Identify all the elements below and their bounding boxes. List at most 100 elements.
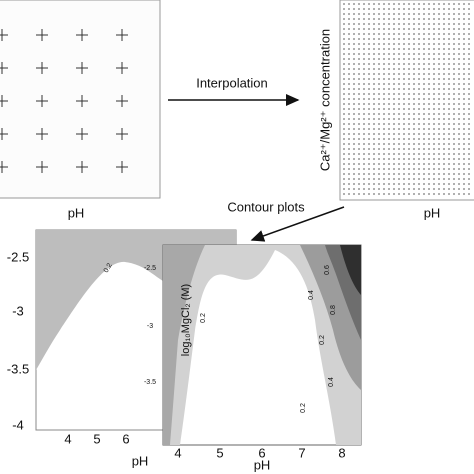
dot (423, 108, 425, 110)
dot (348, 58, 350, 60)
dot (443, 158, 445, 160)
dot (358, 53, 360, 55)
dot (463, 138, 465, 140)
dot (448, 98, 450, 100)
dot (448, 173, 450, 175)
dot (468, 193, 470, 195)
dot (443, 23, 445, 25)
dot (408, 3, 410, 5)
dot (408, 38, 410, 40)
dot (458, 8, 460, 10)
dot (373, 58, 375, 60)
dot (408, 88, 410, 90)
dot (358, 38, 360, 40)
x-label: pH (254, 457, 271, 472)
dot (373, 113, 375, 115)
dot (348, 173, 350, 175)
dot (403, 108, 405, 110)
dot (343, 83, 345, 85)
dot (463, 3, 465, 5)
dot (383, 3, 385, 5)
dot (468, 188, 470, 190)
dot (433, 118, 435, 120)
dot (418, 173, 420, 175)
dot (418, 48, 420, 50)
dot (343, 68, 345, 70)
dot (388, 98, 390, 100)
dot (438, 133, 440, 135)
dot (453, 48, 455, 50)
dot (468, 23, 470, 25)
dot (433, 188, 435, 190)
dot (378, 193, 380, 195)
dot (458, 173, 460, 175)
dot (453, 103, 455, 105)
dot (438, 108, 440, 110)
dot (423, 178, 425, 180)
dot (463, 133, 465, 135)
dot (363, 8, 365, 10)
dot (418, 153, 420, 155)
dot (403, 178, 405, 180)
dot (408, 133, 410, 135)
contour-region (340, 245, 361, 295)
dot (388, 48, 390, 50)
dot (428, 113, 430, 115)
dot (443, 93, 445, 95)
dot (438, 123, 440, 125)
dot (368, 33, 370, 35)
dot (413, 118, 415, 120)
dot (358, 43, 360, 45)
dot (373, 78, 375, 80)
dot (403, 3, 405, 5)
dot (448, 33, 450, 35)
dot (413, 193, 415, 195)
dot (413, 188, 415, 190)
dot (468, 103, 470, 105)
dot (413, 93, 415, 95)
dot (368, 8, 370, 10)
dot (393, 193, 395, 195)
dot (393, 113, 395, 115)
dot (403, 128, 405, 130)
dot (433, 148, 435, 150)
dot (463, 178, 465, 180)
dot (443, 13, 445, 15)
dot (348, 138, 350, 140)
dot (383, 138, 385, 140)
dot (393, 163, 395, 165)
dot (383, 78, 385, 80)
dot (363, 63, 365, 65)
dot (463, 83, 465, 85)
dot (408, 93, 410, 95)
dot (403, 133, 405, 135)
y-label: log₁₀MgCl₂ (M) (180, 284, 192, 356)
dot (378, 143, 380, 145)
dot (413, 13, 415, 15)
dot (373, 153, 375, 155)
dot (368, 178, 370, 180)
dot (448, 58, 450, 60)
dot (413, 108, 415, 110)
dot (443, 133, 445, 135)
dot (428, 178, 430, 180)
dot (453, 83, 455, 85)
dot (358, 33, 360, 35)
dot (458, 123, 460, 125)
dot (433, 123, 435, 125)
dot (388, 153, 390, 155)
dot (463, 63, 465, 65)
dot (373, 193, 375, 195)
dot (388, 93, 390, 95)
dot (378, 168, 380, 170)
dot (413, 23, 415, 25)
dot (428, 78, 430, 80)
dot (438, 38, 440, 40)
dot (458, 48, 460, 50)
dot (453, 13, 455, 15)
dot (443, 63, 445, 65)
dot (353, 8, 355, 10)
dot (443, 143, 445, 145)
dot (393, 133, 395, 135)
dot (433, 143, 435, 145)
